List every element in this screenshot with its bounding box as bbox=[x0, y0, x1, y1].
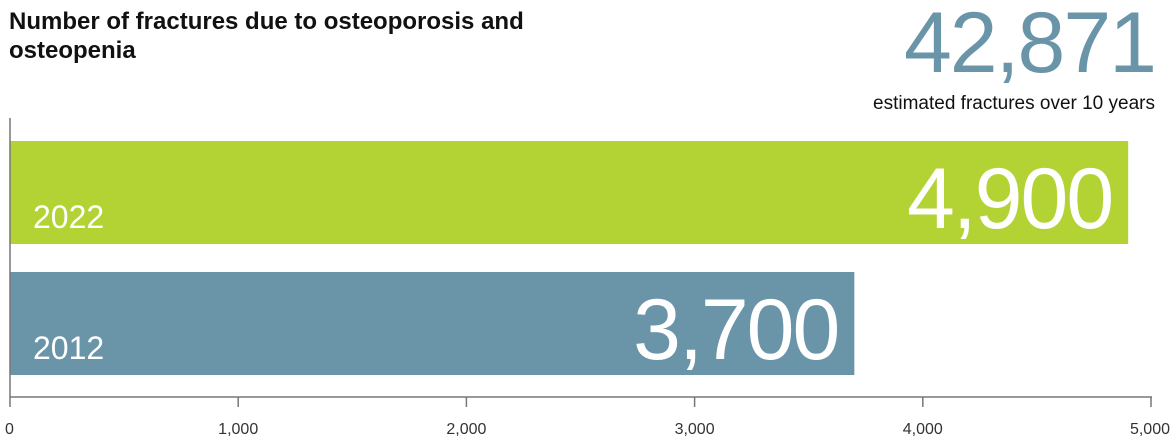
x-tick-label: 5,000 bbox=[1130, 421, 1170, 438]
headline-number: 42,871 bbox=[903, 0, 1157, 91]
x-tick-label: 1,000 bbox=[218, 421, 258, 438]
bar-2012 bbox=[10, 272, 855, 375]
value-label-2012: 3,700 bbox=[633, 282, 838, 378]
value-label-2022: 4,900 bbox=[907, 151, 1112, 247]
category-label-2022: 2022 bbox=[33, 199, 104, 235]
headline-caption: estimated fractures over 10 years bbox=[873, 93, 1155, 114]
x-tick-label: 3,000 bbox=[675, 421, 715, 438]
x-tick-label: 2,000 bbox=[446, 421, 486, 438]
category-label-2012: 2012 bbox=[33, 330, 104, 366]
chart-title: Number of fractures due to osteoporosis … bbox=[9, 8, 524, 64]
bar-2022 bbox=[10, 141, 1129, 244]
x-tick-label: 4,000 bbox=[903, 421, 943, 438]
x-tick-label: 0 bbox=[5, 421, 14, 438]
